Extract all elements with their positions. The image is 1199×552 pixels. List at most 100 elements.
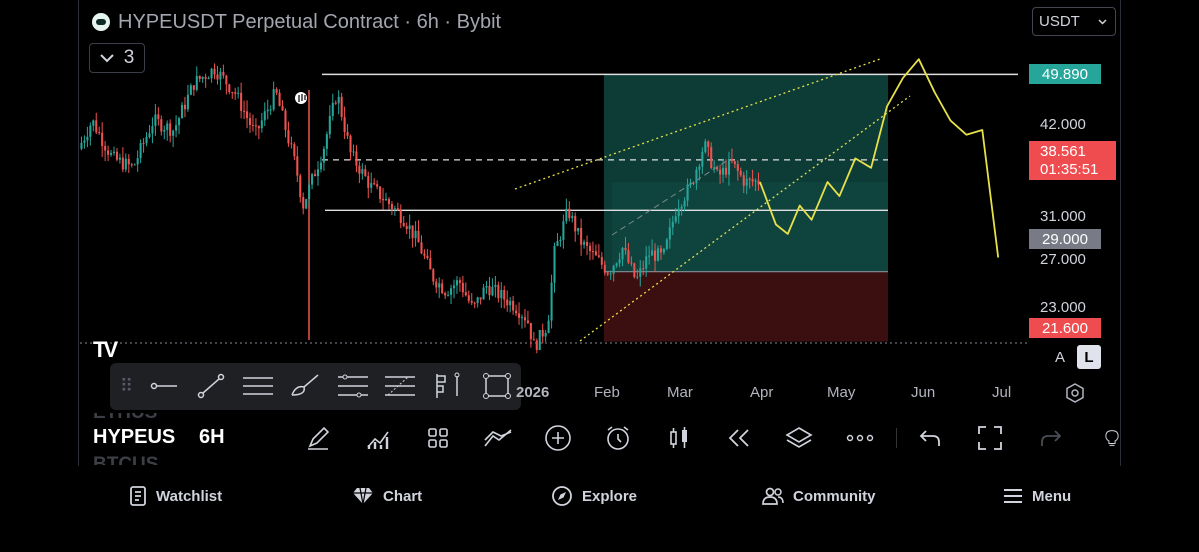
replay-icon[interactable]	[724, 423, 754, 453]
nav-explore[interactable]: Explore	[551, 484, 637, 508]
indicators-icon[interactable]	[363, 423, 393, 453]
candle-body	[444, 293, 447, 296]
candle-body	[328, 115, 331, 135]
compare-icon[interactable]	[483, 423, 513, 453]
candle-body	[420, 242, 423, 254]
candle-body	[361, 169, 364, 174]
price-tick: 42.000	[1040, 116, 1086, 133]
candle-body	[269, 109, 272, 111]
nav-chart[interactable]: Chart	[352, 484, 422, 508]
nav-menu[interactable]: Menu	[1003, 484, 1071, 508]
candle-body	[636, 276, 639, 278]
price-chart[interactable]	[0, 0, 1199, 466]
candle-style-icon[interactable]	[664, 423, 694, 453]
candle-body	[503, 290, 506, 300]
candle-body	[455, 280, 458, 286]
candle-body	[89, 125, 92, 137]
candle-body	[565, 208, 568, 222]
candle-body	[166, 123, 169, 130]
price-tick: 23.000	[1040, 299, 1086, 316]
candle-body	[597, 255, 600, 257]
fib-extension-icon[interactable]	[381, 369, 419, 403]
add-icon[interactable]	[543, 423, 573, 453]
candle-body	[192, 85, 195, 90]
candle-body	[730, 159, 733, 162]
drag-handle-icon[interactable]: ⠿	[120, 376, 134, 396]
alert-clock-icon[interactable]	[603, 423, 633, 453]
prev-symbol-row[interactable]: ETHUS 4H	[93, 413, 157, 424]
auto-scale-button[interactable]: A	[1054, 348, 1065, 366]
redo-icon[interactable]	[1036, 423, 1066, 453]
brush-icon[interactable]	[287, 369, 325, 403]
candle-body	[716, 167, 719, 170]
nav-watchlist[interactable]: Watchlist	[129, 484, 222, 508]
layout-grid-icon[interactable]	[423, 423, 453, 453]
symbol-selector[interactable]: HYPEUS 6H	[93, 426, 225, 449]
toolbar-divider	[896, 428, 897, 448]
time-tick: Feb	[594, 384, 620, 401]
candle-body	[408, 225, 411, 230]
loss-zone	[604, 271, 888, 342]
horizontal-ray-icon[interactable]	[145, 369, 183, 403]
undo-icon[interactable]	[915, 423, 945, 453]
chart-settings-icon[interactable]	[1064, 382, 1086, 404]
nav-community[interactable]: Community	[762, 484, 876, 508]
candle-body	[438, 283, 441, 288]
candle-body	[281, 106, 284, 111]
candle-body	[175, 125, 178, 131]
candle-body	[426, 255, 429, 259]
candle-body	[509, 300, 512, 306]
candle-body	[411, 225, 414, 239]
tradingview-logo[interactable]: TV	[93, 337, 118, 362]
candle-body	[506, 299, 509, 306]
more-icon[interactable]	[845, 423, 875, 453]
candle-body	[580, 227, 583, 245]
profit-zone-fill	[612, 181, 888, 272]
bottom-navigation: Watchlist Chart Explore Community Menu	[0, 466, 1199, 552]
candle-body	[591, 251, 594, 253]
currency-select[interactable]: USDT	[1032, 7, 1116, 36]
candle-body	[485, 285, 488, 288]
fib-retracement-icon[interactable]	[334, 369, 372, 403]
candle-body	[447, 294, 450, 296]
candle-body	[535, 340, 538, 350]
candle-body	[559, 239, 562, 242]
candle-body	[296, 156, 299, 176]
candle-body	[683, 200, 686, 207]
indicators-collapse-button[interactable]: 3	[89, 43, 145, 73]
idea-bulb-icon[interactable]	[1104, 423, 1120, 453]
fullscreen-icon[interactable]	[975, 423, 1005, 453]
candle-body	[452, 285, 456, 289]
symbol-title[interactable]: HYPEUSDT Perpetual Contract · 6h · Bybit	[92, 9, 501, 35]
drawing-pen-icon[interactable]	[303, 423, 333, 453]
candle-body	[633, 263, 636, 278]
candle-body	[234, 92, 237, 94]
candle-body	[80, 142, 83, 149]
candle-body	[340, 96, 343, 117]
cursor-marker-icon	[295, 92, 307, 104]
candle-body	[719, 169, 722, 175]
pitchfork-icon[interactable]	[428, 369, 466, 403]
next-symbol-row[interactable]: BTCUS 1D	[93, 454, 158, 465]
candle-body	[316, 169, 320, 177]
candle-body	[450, 288, 453, 295]
candle-body	[98, 132, 101, 134]
candle-body	[390, 203, 393, 210]
candle-body	[376, 184, 379, 187]
candle-body	[210, 68, 213, 79]
candle-body	[417, 230, 420, 243]
candle-body	[136, 158, 139, 165]
parallel-channel-icon[interactable]	[239, 369, 277, 403]
layers-icon[interactable]	[784, 423, 814, 453]
candle-body	[692, 182, 695, 184]
candle-body	[435, 281, 438, 288]
rectangle-icon[interactable]	[478, 369, 516, 403]
candle-body	[231, 92, 234, 94]
candle-body	[319, 162, 322, 170]
log-scale-button[interactable]: L	[1077, 345, 1101, 369]
trend-line-icon[interactable]	[192, 369, 230, 403]
candle-body	[228, 84, 231, 93]
candle-body	[689, 182, 692, 185]
timeframe-selector[interactable]: 6H	[199, 426, 225, 448]
candle-body	[473, 302, 476, 304]
